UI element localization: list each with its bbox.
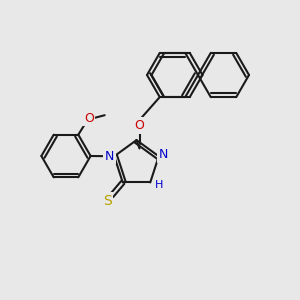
Text: O: O <box>84 112 94 125</box>
Text: O: O <box>135 119 144 132</box>
Text: N: N <box>159 148 168 161</box>
Text: S: S <box>103 194 112 208</box>
Text: H: H <box>154 180 163 190</box>
Text: N: N <box>105 150 114 163</box>
